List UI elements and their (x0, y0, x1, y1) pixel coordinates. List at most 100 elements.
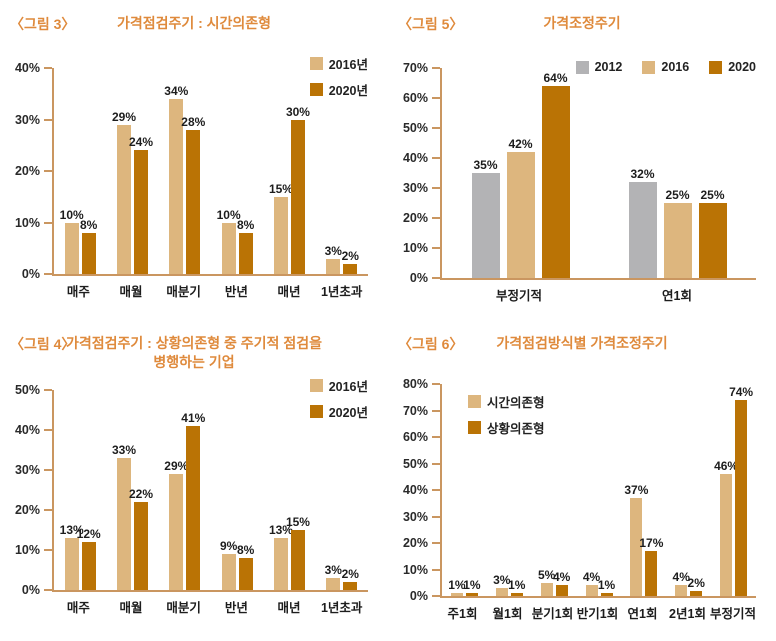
bar-group: 10% 8% (211, 68, 263, 274)
bar-groups: 10% 8% 29% 24% 34% 28% 10% 8% 15% 30% 3% 2% (54, 68, 368, 274)
bar: 74% (729, 385, 753, 596)
x-tick-label: 1년초과 (320, 600, 363, 615)
bar-value-label: 2% (687, 575, 705, 590)
bar-value-label: 25% (665, 188, 690, 202)
legend-item: 2020 (709, 60, 756, 74)
axis-tick (432, 462, 440, 465)
bar: 3% (325, 563, 342, 590)
legend-label: 2020년 (328, 405, 368, 420)
legend-item: 시간의존형 (468, 392, 545, 411)
bar-group: 32% 25% 25% (599, 68, 756, 278)
bar: 8% (237, 218, 254, 274)
bar: 17% (639, 536, 663, 596)
y-tick-label: 0% (409, 271, 428, 285)
bar: 37% (624, 483, 648, 596)
bar: 2% (688, 576, 705, 596)
bar-value-label: 8% (236, 217, 255, 232)
legend-swatch (468, 395, 481, 408)
bar-value-label: 34% (164, 83, 189, 98)
axis-tick (432, 187, 440, 189)
bar-value-label: 17% (639, 535, 664, 550)
y-tick-label: 20% (14, 164, 40, 178)
bar-group: 13% 12% (54, 390, 106, 590)
legend-item: 상황의존형 (468, 418, 545, 437)
legend-swatch (468, 421, 481, 434)
bar: 5% (538, 568, 555, 596)
bar: 42% (506, 137, 535, 278)
y-tick-label: 80% (402, 377, 428, 391)
bar: 2% (342, 567, 359, 590)
bar-group: 1% 1% (442, 384, 487, 596)
y-tick-label: 10% (402, 241, 428, 255)
legend-item: 2016년 (309, 376, 368, 395)
y-axis-labels: 0% 10% 20% 30% 40% (0, 61, 40, 281)
legend-swatch (575, 60, 589, 74)
bar-value-label: 15% (268, 181, 293, 196)
axis-tick (432, 409, 440, 412)
chart-title: 가격점검주기 : 시간의존형 (0, 14, 388, 33)
plot-area: 0% 10% 20% 30% 40% 10% 8% 29% 24% 34% 28% 10% 8% 15% 3… (15, 57, 368, 281)
bar-group: 3% 2% (316, 68, 368, 274)
bar: 64% (541, 71, 570, 278)
y-tick-label: 70% (402, 61, 428, 75)
bar-value-label: 42% (508, 137, 533, 151)
bar-value-label: 3% (324, 243, 342, 258)
chart-header: 〈그림 3〉 가격점검주기 : 시간의존형 (0, 0, 388, 38)
legend-label: 2020년 (328, 84, 368, 98)
bar-groups: 13% 12% 33% 22% 29% 41% 9% 8% 13% 15% 3% 2% (54, 390, 368, 590)
bar-group: 4% 2% (666, 384, 711, 596)
bar-value-label: 15% (285, 514, 310, 529)
legend-label: 2020 (728, 60, 756, 74)
y-tick-label: 0% (409, 589, 428, 603)
bar-value-label: 1% (463, 578, 481, 593)
y-tick-label: 40% (14, 422, 40, 437)
y-tick-label: 10% (14, 542, 40, 557)
y-tick-label: 30% (14, 462, 40, 477)
x-tick-label: 매분기 (166, 600, 201, 615)
bar: 33% (112, 443, 136, 590)
y-tick-label: 30% (402, 509, 428, 524)
bar-group: 5% 4% (532, 384, 577, 596)
chart-title-line: 가격조정주기 (543, 15, 621, 31)
bar-value-label: 22% (128, 486, 153, 501)
y-tick-label: 40% (402, 151, 428, 165)
bar-group: 46% 74% (711, 384, 756, 596)
figure-label: 〈그림 4〉 (10, 336, 76, 352)
axis-tick (44, 221, 52, 224)
bar: 34% (164, 84, 188, 274)
bar: 32% (628, 167, 657, 278)
bar-value-label: 29% (164, 458, 189, 473)
x-tick-label: 매월 (119, 285, 143, 299)
legend-swatch (309, 378, 323, 392)
x-tick-label: 매년 (277, 600, 301, 615)
bar-value-label: 4% (552, 570, 571, 585)
bar-group: 13% 15% (263, 390, 315, 590)
axis-tick (44, 508, 52, 511)
bar-value-label: 29% (111, 109, 136, 124)
y-tick-label: 10% (402, 562, 428, 577)
chart-figure-4: 〈그림 4〉 가격점검주기 : 상황의존형 중 주기적 점검을 병행하는 기업 0% 1… (0, 320, 388, 641)
chart-header: 〈그림 4〉 가격점검주기 : 상황의존형 중 주기적 점검을 병행하는 기업 (0, 320, 388, 372)
bar-value-label: 1% (597, 578, 616, 593)
axis-tick (432, 97, 440, 99)
bar-value-label: 10% (59, 207, 84, 222)
x-tick-label: 반년 (224, 600, 248, 615)
bar-value-label: 3% (324, 562, 342, 577)
chart-figure-5: 〈그림 5〉 가격조정주기 0% 10% 20% 30% 40% 50% 60% 70% 35% 42… (388, 0, 776, 320)
legend-label: 시간의존형 (487, 396, 545, 410)
bar: 13% (269, 523, 293, 590)
bar-value-label: 5% (537, 567, 556, 582)
bar: 25% (698, 188, 727, 278)
bar-value-label: 1% (508, 578, 526, 593)
y-tick-label: 20% (402, 211, 428, 225)
bar-value-label: 9% (219, 538, 238, 553)
bar: 8% (80, 218, 97, 274)
legend-item: 2016년 (309, 54, 368, 73)
legend-label: 2012 (594, 60, 623, 74)
bar-value-label: 13% (268, 522, 293, 537)
legend-item: 2012 (575, 60, 623, 74)
y-axis-labels: 0% 10% 20% 30% 40% 50% (0, 383, 40, 597)
chart-figure-6: 〈그림 6〉 가격점검방식별 가격조정주기 0% 10% 20% 30% 40% 50% 60%… (388, 320, 776, 641)
axis-tick (432, 217, 440, 219)
